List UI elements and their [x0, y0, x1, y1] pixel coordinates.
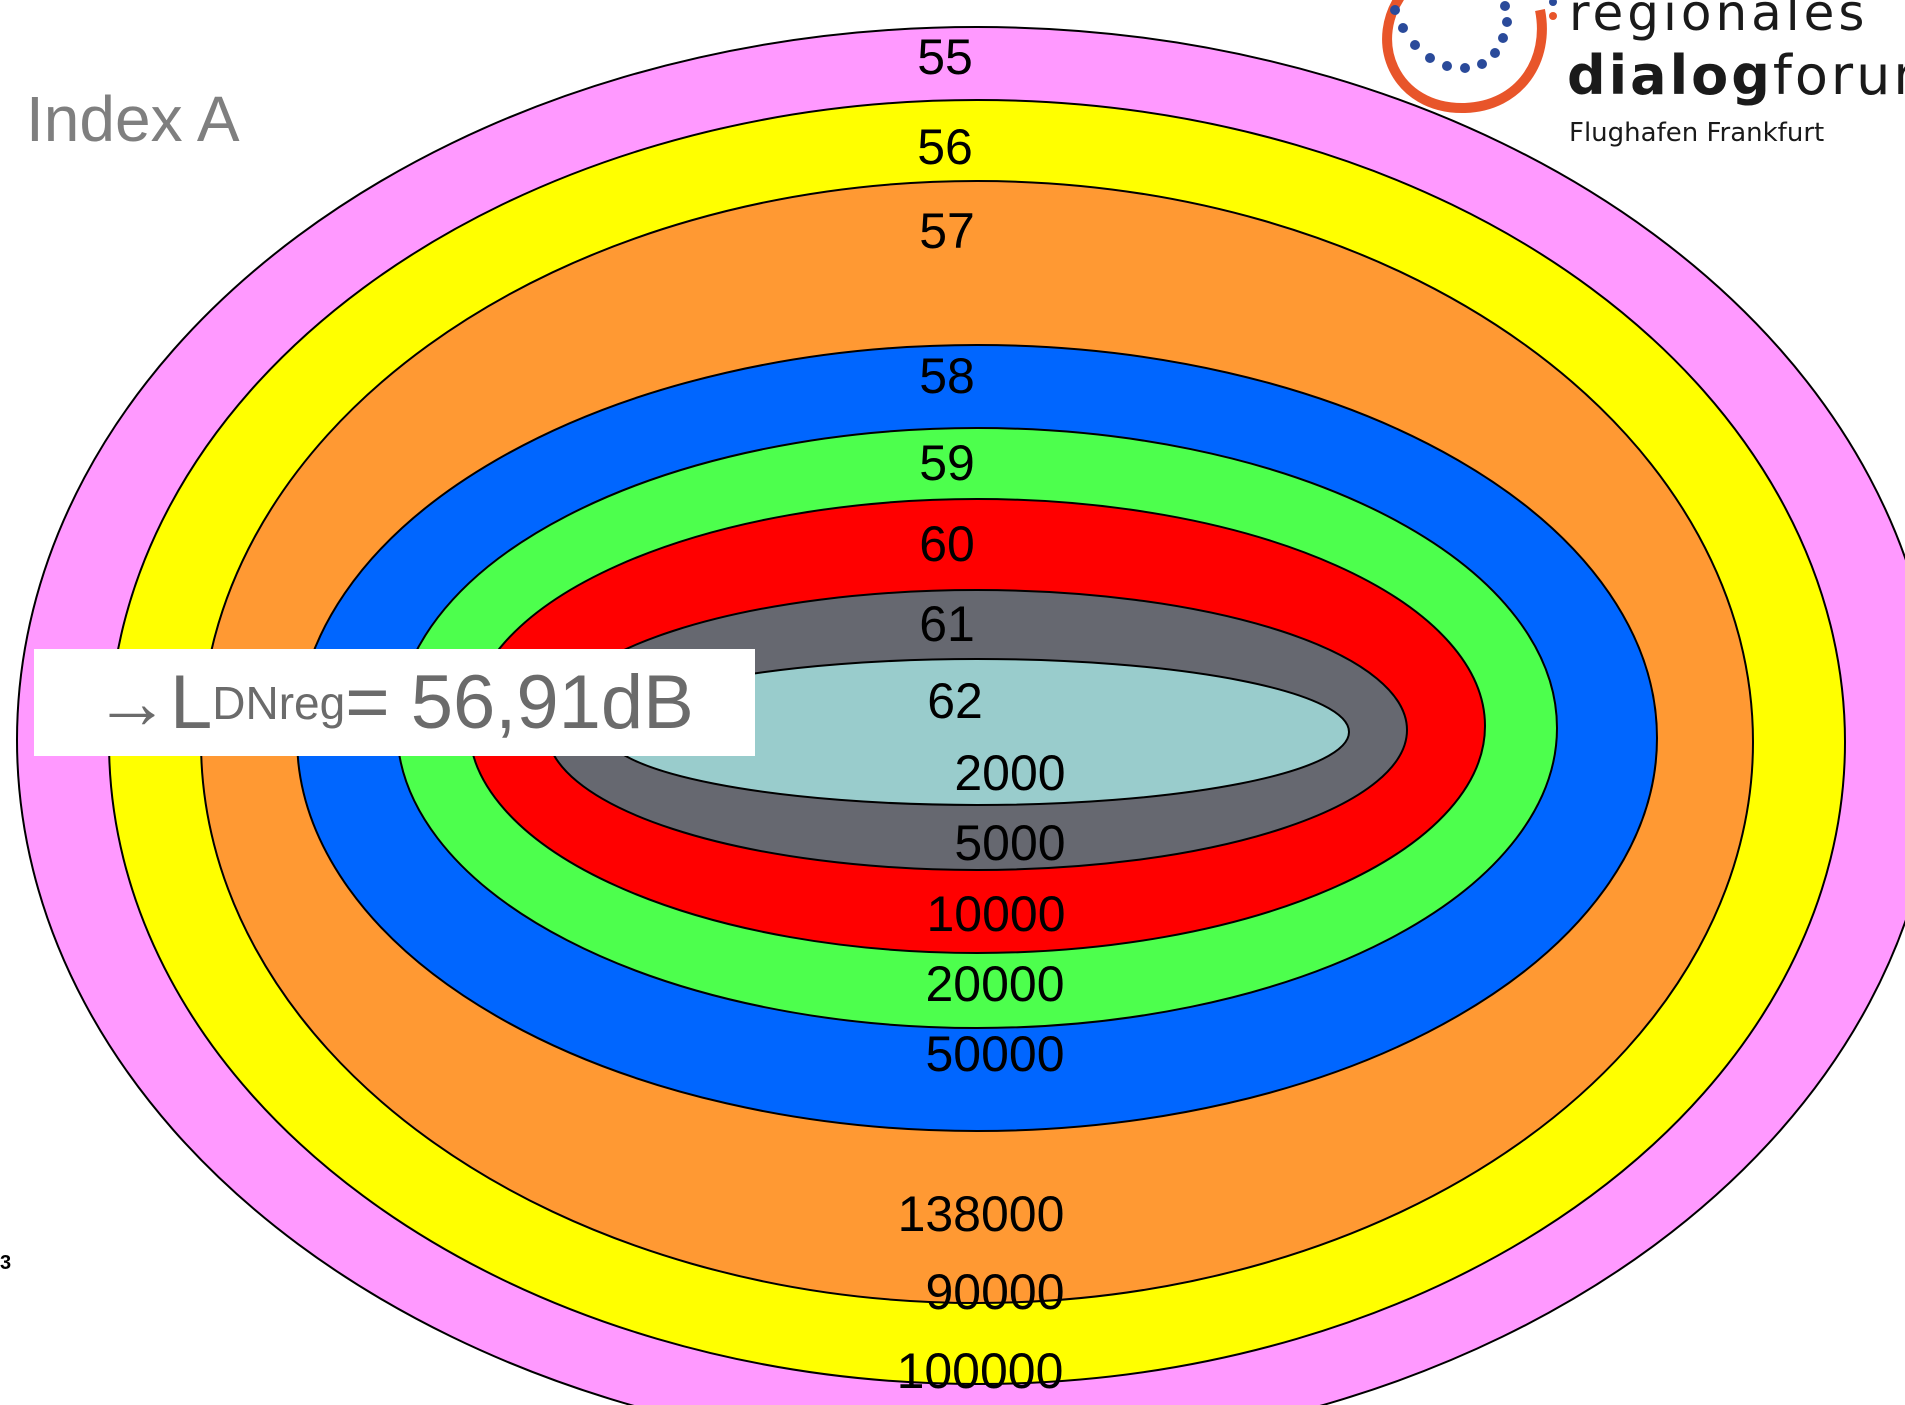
logo-line-2-rest: forum	[1772, 44, 1905, 107]
logo: regionales dialogforum Flughafen Frankfu…	[1345, 0, 1905, 160]
logo-mark-icon	[1382, 0, 1557, 114]
logo-line-3: Flughafen Frankfurt	[1569, 118, 1825, 148]
count-label-56: 90000	[925, 1264, 1064, 1320]
count-label-59: 20000	[925, 956, 1064, 1012]
result-box: → L DNreg = 56,91dB	[34, 649, 755, 756]
count-label-61: 5000	[954, 815, 1065, 871]
count-label-55: 100000	[897, 1343, 1064, 1399]
level-label-62: 62	[927, 673, 983, 729]
level-label-59: 59	[919, 435, 975, 491]
logo-line-2: dialogforum	[1567, 44, 1905, 107]
count-label-58: 50000	[925, 1026, 1064, 1082]
logo-line-2-bold: dialog	[1567, 44, 1773, 107]
level-label-61: 61	[919, 596, 975, 652]
level-label-55: 55	[917, 29, 973, 85]
arrow-icon: →	[94, 660, 170, 745]
page-number: 3	[0, 1252, 12, 1274]
count-label-60: 10000	[926, 886, 1065, 942]
level-label-58: 58	[919, 348, 975, 404]
result-subscript: DNreg	[212, 676, 346, 729]
count-label-57: 138000	[898, 1186, 1065, 1242]
result-symbol: L	[170, 660, 213, 745]
result-value: = 56,91dB	[345, 660, 694, 745]
level-label-56: 56	[917, 119, 973, 175]
level-label-57: 57	[919, 203, 975, 259]
count-label-62: 2000	[954, 745, 1065, 801]
slide-title: Index A	[26, 83, 240, 155]
logo-line-1: regionales	[1569, 0, 1869, 42]
level-label-60: 60	[919, 516, 975, 572]
